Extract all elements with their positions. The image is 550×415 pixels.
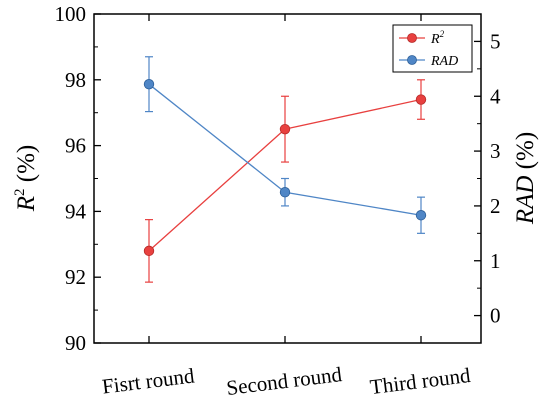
data-point (279, 123, 291, 135)
right-tick-label: 0 (490, 304, 501, 328)
data-point (279, 187, 291, 198)
right-tick-label: 1 (490, 249, 501, 273)
left-tick-label: 100 (55, 2, 87, 26)
right-y-axis: 0 1 2 3 4 5 (474, 29, 501, 344)
left-tick-label: 96 (65, 134, 86, 158)
data-point (415, 210, 427, 221)
legend-label-r2: R2 (430, 29, 445, 47)
legend: R2 RAD (392, 24, 473, 73)
x-tick-label: Third round (369, 363, 473, 399)
legend-marker-rad (407, 55, 417, 65)
left-tick-label: 98 (65, 68, 86, 92)
left-axis-title: R2 (%) (12, 145, 40, 213)
left-tick-label: 94 (65, 199, 87, 223)
data-point (143, 245, 155, 257)
legend-box (392, 24, 473, 73)
legend-label-rad: RAD (430, 54, 458, 69)
data-point (143, 78, 155, 90)
series-layer (143, 56, 427, 283)
left-tick-label: 90 (65, 331, 86, 355)
x-tick-label: Second round (225, 362, 344, 400)
left-y-axis: 90 92 94 96 98 100 (55, 2, 101, 355)
left-tick-label: 92 (65, 265, 86, 289)
legend-marker-r2 (407, 33, 417, 43)
right-tick-label: 4 (490, 84, 501, 108)
x-tick-label: Fisrt round (101, 363, 196, 398)
right-tick-label: 3 (490, 139, 501, 163)
data-point (415, 94, 427, 105)
right-axis-title: RAD (%) (512, 132, 539, 225)
right-tick-label: 5 (490, 29, 501, 53)
right-tick-label: 2 (490, 194, 501, 218)
